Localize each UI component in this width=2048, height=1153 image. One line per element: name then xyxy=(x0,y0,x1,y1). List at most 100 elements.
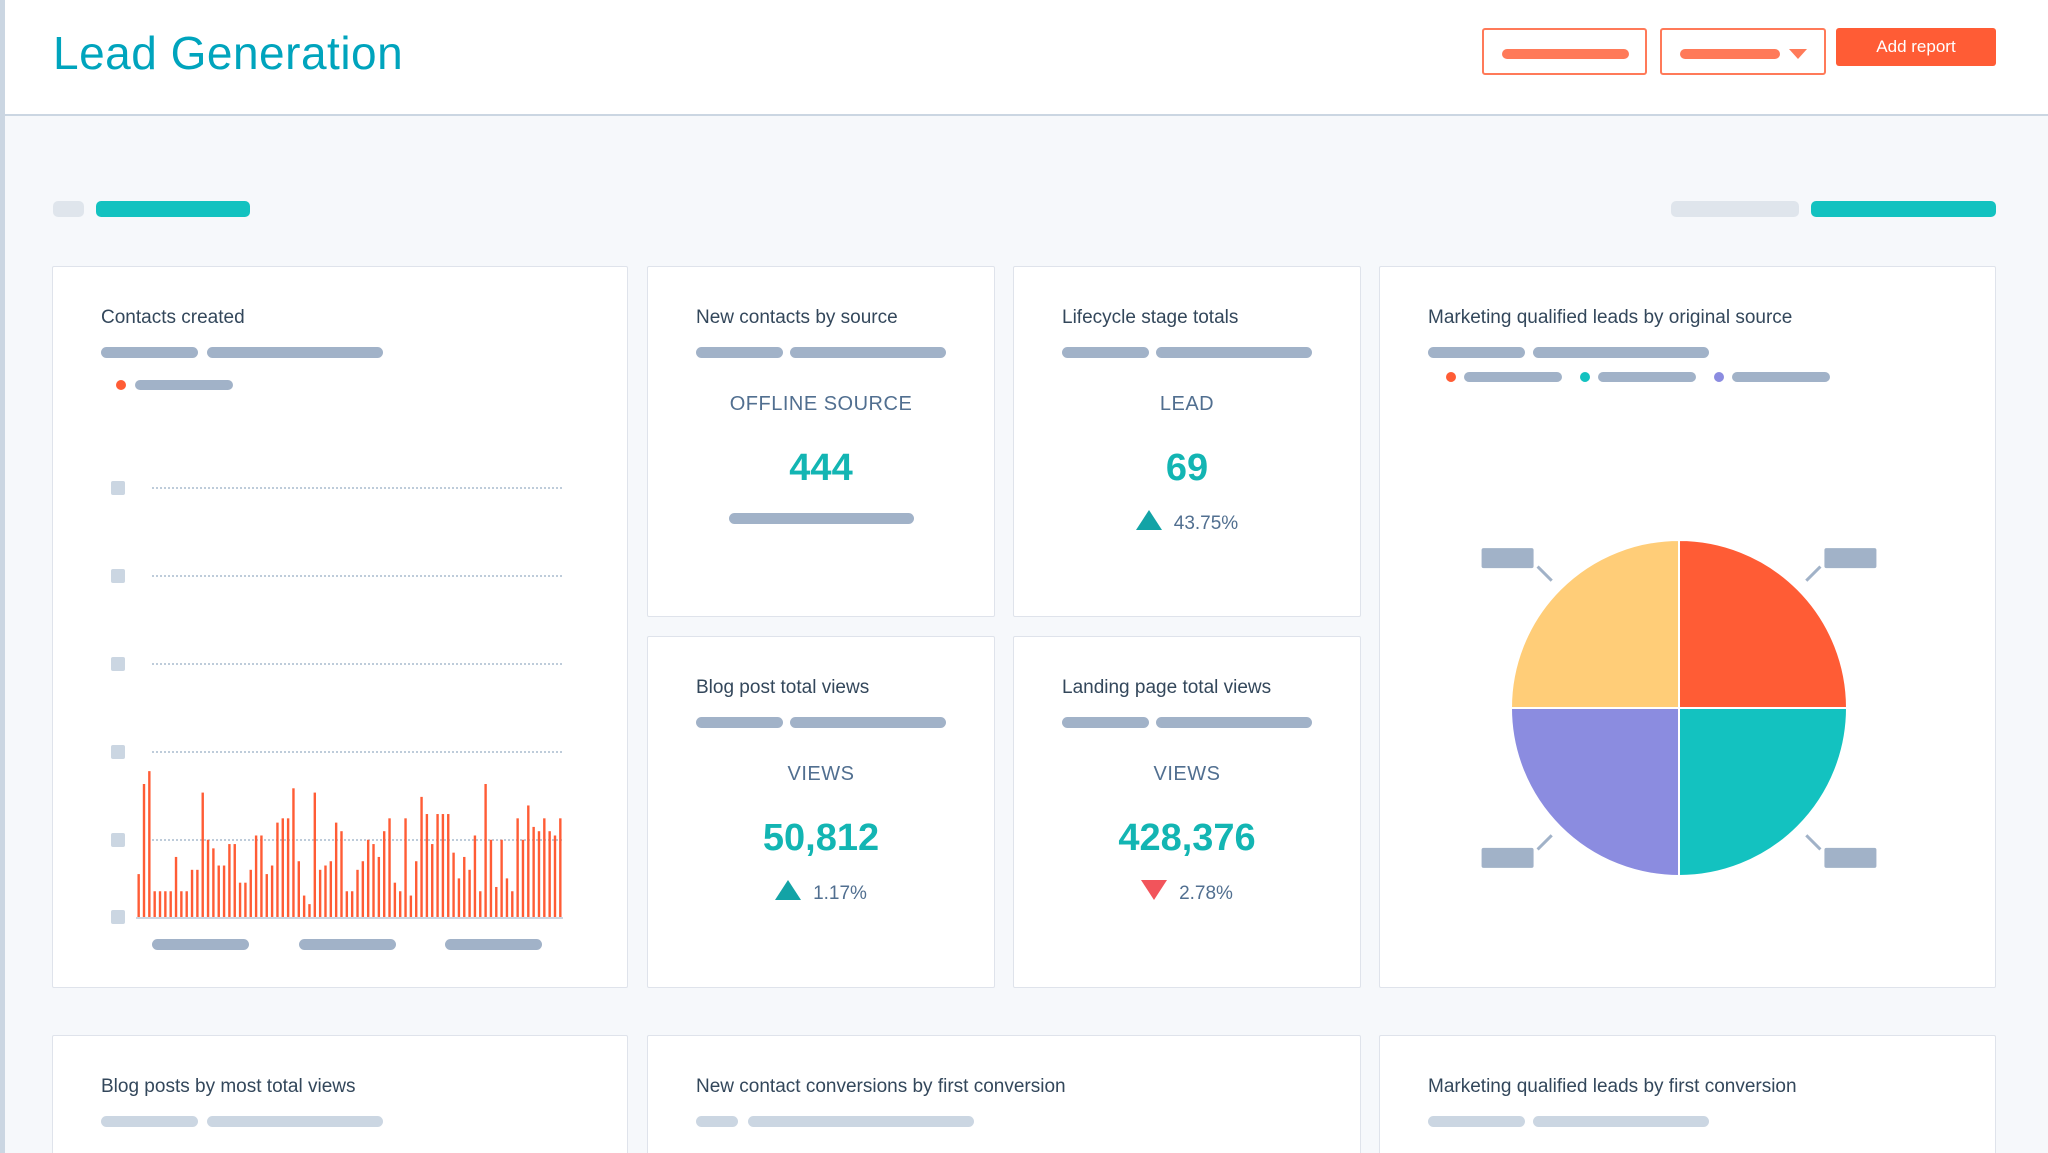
bar xyxy=(222,865,226,917)
header-dropdown-button[interactable] xyxy=(1660,28,1826,75)
bar xyxy=(292,788,295,917)
card-title: New contact conversions by first convers… xyxy=(696,1076,1066,1097)
kpi-change-value: 2.78% xyxy=(1179,883,1233,904)
bar xyxy=(372,844,375,917)
bar xyxy=(425,814,429,917)
kpi-value: 428,376 xyxy=(1118,817,1256,859)
bar xyxy=(212,848,215,917)
card-mql-by-first-conversion[interactable]: Marketing qualified leads by first conve… xyxy=(1379,1035,1996,1153)
filter-link-placeholder[interactable] xyxy=(96,201,250,217)
card-blog-posts-by-most-views[interactable]: Blog posts by most total views xyxy=(52,1035,628,1153)
bar xyxy=(452,852,455,917)
bar xyxy=(473,835,477,917)
bar xyxy=(254,835,258,917)
bar xyxy=(340,831,343,917)
slice-leader-line xyxy=(1536,565,1553,582)
bar xyxy=(543,818,546,917)
filter-chip-placeholder[interactable] xyxy=(53,201,84,217)
card-contacts-created[interactable]: Contacts created xyxy=(52,266,628,988)
increase-arrow-icon xyxy=(1135,510,1162,530)
bar xyxy=(148,771,151,917)
card-lifecycle-stage-totals[interactable]: Lifecycle stage totals LEAD 69 43.75% xyxy=(1013,266,1361,617)
card-title: New contacts by source xyxy=(696,307,898,328)
y-tick-label xyxy=(111,833,125,847)
bar xyxy=(297,861,300,917)
header-action-button[interactable] xyxy=(1482,28,1647,75)
legend-dot xyxy=(1714,372,1724,382)
bar xyxy=(537,831,541,917)
kpi-label: OFFLINE SOURCE xyxy=(729,393,913,415)
kpi-label: VIEWS xyxy=(787,763,855,785)
bar xyxy=(527,805,530,917)
bar xyxy=(415,861,418,917)
bar xyxy=(276,822,279,917)
slice-label xyxy=(1481,548,1534,569)
kpi-label: LEAD xyxy=(1159,393,1215,415)
legend-dot xyxy=(1446,372,1456,382)
bar xyxy=(313,792,317,917)
bar xyxy=(302,895,306,917)
card-blog-post-total-views[interactable]: Blog post total views VIEWS 50,812 1.17% xyxy=(647,636,995,988)
bar xyxy=(393,882,397,917)
bar xyxy=(281,818,284,917)
pie-slice xyxy=(1678,538,1849,709)
contacts-bar-chart xyxy=(111,481,563,950)
card-new-contacts-by-source[interactable]: New contacts by source OFFLINE SOURCE 44… xyxy=(647,266,995,617)
card-title: Blog posts by most total views xyxy=(101,1076,356,1097)
pie-slice xyxy=(1509,707,1680,878)
page-title: Lead Generation xyxy=(53,27,404,79)
bar xyxy=(457,878,461,917)
card-landing-page-total-views[interactable]: Landing page total views VIEWS 428,376 2… xyxy=(1013,636,1361,988)
x-tick-label xyxy=(152,939,249,950)
bar xyxy=(559,818,562,917)
legend-dot xyxy=(116,380,126,390)
kpi-value: 50,812 xyxy=(762,817,880,859)
card-new-contact-conversions[interactable]: New contact conversions by first convers… xyxy=(647,1035,1361,1153)
slice-leader-line xyxy=(1805,834,1822,851)
card-title: Marketing qualified leads by original so… xyxy=(1428,307,1793,328)
bar xyxy=(142,784,146,917)
bar xyxy=(388,818,391,917)
bar xyxy=(468,869,471,917)
bar xyxy=(308,904,311,917)
legend-label-placeholder xyxy=(1598,372,1696,382)
bar xyxy=(169,891,172,917)
decrease-arrow-icon xyxy=(1141,880,1168,900)
bar xyxy=(489,839,493,917)
bar xyxy=(137,874,140,917)
y-tick-label xyxy=(111,910,125,924)
bar xyxy=(463,856,466,917)
caret-down-icon xyxy=(1789,49,1807,59)
bar xyxy=(190,869,194,917)
filter-action-placeholder[interactable] xyxy=(1811,201,1996,217)
bar xyxy=(505,878,509,917)
slice-leader-line xyxy=(1805,565,1822,582)
bar xyxy=(377,856,381,917)
bar xyxy=(233,844,236,917)
bar xyxy=(286,818,290,917)
date-range-placeholder[interactable] xyxy=(1671,201,1799,217)
bar xyxy=(516,818,519,917)
pie-slice xyxy=(1678,707,1849,878)
bar xyxy=(350,891,354,917)
bar xyxy=(201,792,204,917)
bar xyxy=(361,861,365,917)
bar xyxy=(484,784,487,917)
mql-pie-chart xyxy=(1481,538,1877,878)
card-mql-by-original-source[interactable]: Marketing qualified leads by original so… xyxy=(1379,266,1996,988)
card-title: Contacts created xyxy=(101,307,245,328)
bar xyxy=(500,839,503,917)
bar xyxy=(217,865,220,917)
bar xyxy=(174,856,178,917)
legend-dot xyxy=(1580,372,1590,382)
x-tick-label xyxy=(445,939,542,950)
add-report-button[interactable]: Add report xyxy=(1836,28,1996,66)
kpi-change: 43.75% xyxy=(1014,510,1360,535)
bar xyxy=(334,822,338,917)
bar xyxy=(495,886,498,917)
kpi-value: 69 xyxy=(1165,447,1209,489)
kpi-change: 2.78% xyxy=(1014,880,1360,905)
slice-label xyxy=(1824,548,1877,569)
bar xyxy=(180,891,183,917)
kpi-value: 444 xyxy=(789,447,853,489)
